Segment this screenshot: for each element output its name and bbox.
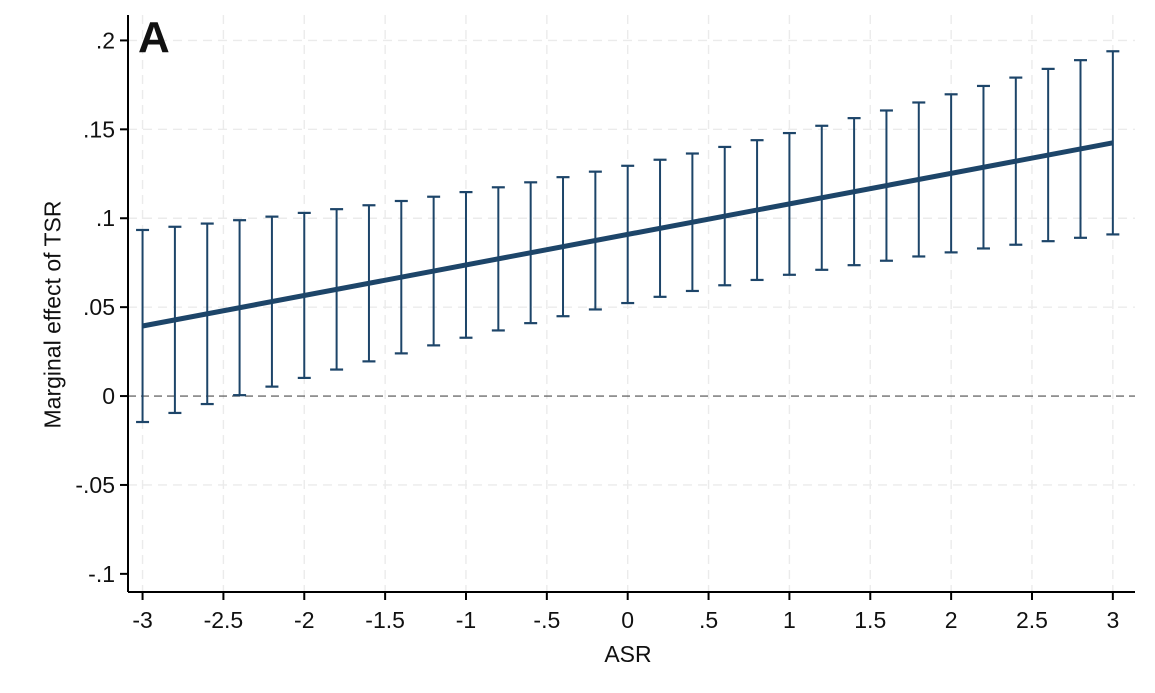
x-tick-label: -2.5 bbox=[204, 607, 244, 633]
panel-label: A bbox=[138, 13, 170, 62]
y-tick-label: .05 bbox=[83, 294, 115, 320]
y-tick-label: .2 bbox=[96, 27, 115, 53]
x-tick-label: -1 bbox=[456, 607, 476, 633]
y-tick-label: -.05 bbox=[75, 472, 115, 498]
x-tick-label: .5 bbox=[699, 607, 718, 633]
x-tick-label: -.5 bbox=[533, 607, 560, 633]
y-tick-label: 0 bbox=[102, 383, 115, 409]
y-axis-title: Marginal effect of TSR bbox=[39, 200, 66, 429]
x-tick-label: 1.5 bbox=[854, 607, 886, 633]
x-tick-label: -2 bbox=[294, 607, 314, 633]
x-tick-label: -1.5 bbox=[365, 607, 405, 633]
marginal-effect-line bbox=[142, 140, 1114, 329]
y-tick-label: -.1 bbox=[88, 561, 115, 587]
x-tick-label: 2.5 bbox=[1016, 607, 1048, 633]
x-tick-label: -3 bbox=[132, 607, 152, 633]
y-tick-label: .1 bbox=[96, 205, 115, 231]
x-tick-label: 0 bbox=[621, 607, 634, 633]
x-tick-label: 3 bbox=[1106, 607, 1119, 633]
x-tick-label: 1 bbox=[783, 607, 796, 633]
y-tick-label: .15 bbox=[83, 116, 115, 142]
x-tick-label: 2 bbox=[945, 607, 958, 633]
x-axis-title: ASR bbox=[604, 641, 652, 667]
